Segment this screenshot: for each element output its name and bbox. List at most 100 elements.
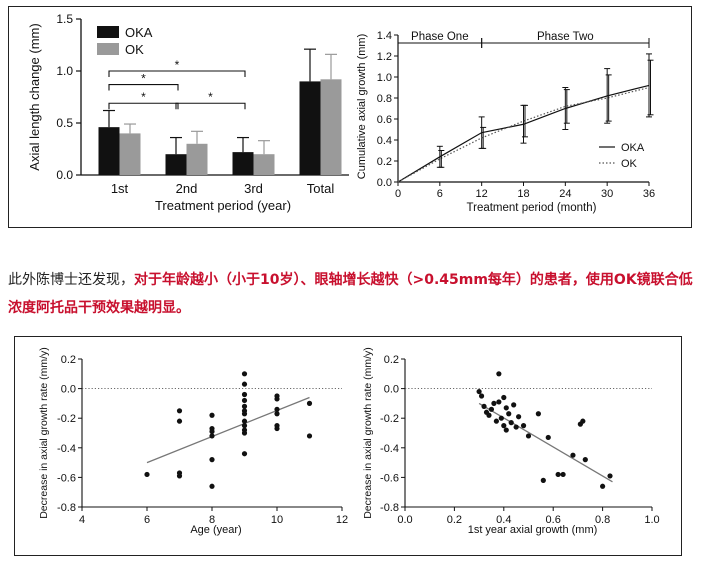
age-scatter-point <box>176 408 183 414</box>
age-scatter-point <box>209 457 215 463</box>
age-scatter-y-tick-label: -0.6 <box>57 472 76 484</box>
line-y-tick-label: 0.8 <box>377 93 392 105</box>
finding-paragraph: 此外陈博士还发现，对于年龄越小（小于10岁）、眼轴增长越快（>0.45mm每年）… <box>8 266 696 322</box>
age-scatter-y-tick-label: 0.0 <box>61 384 76 396</box>
growth-scatter-y-tick-label: -0.2 <box>380 413 399 425</box>
growth-scatter-point <box>476 388 482 395</box>
bar-ok <box>320 79 342 175</box>
growth-scatter-point <box>478 393 485 399</box>
growth-scatter-trend-line <box>478 402 613 483</box>
growth-scatter-point <box>520 423 527 429</box>
line-x-tick-label: 12 <box>476 188 488 200</box>
bar-y-tick-label: 1.0 <box>56 64 73 78</box>
growth-scatter-point <box>503 427 509 433</box>
age-scatter-point <box>306 433 313 439</box>
growth-scatter-point <box>570 452 576 458</box>
age-scatter-point <box>241 430 248 436</box>
age-scatter-point <box>209 433 215 439</box>
paragraph-highlight-text: 对于年龄越小（小于10岁）、眼轴增长越快（>0.45mm每年）的患者，使用OK镜… <box>8 272 693 316</box>
growth-scatter-point <box>513 424 519 430</box>
significance-bracket: * <box>108 72 179 91</box>
age-scatter-point <box>209 483 215 489</box>
line-x-tick-label: 0 <box>395 188 401 200</box>
phase-label: Phase One <box>411 31 469 43</box>
age-scatter-point <box>241 397 248 404</box>
growth-scatter-point <box>607 473 613 479</box>
line-y-tick-label: 0.2 <box>377 156 392 168</box>
growth-scatter-point <box>560 471 566 478</box>
growth-scatter-point <box>498 415 504 421</box>
growth-scatter-point <box>535 411 541 417</box>
line-x-tick-label: 24 <box>559 188 571 200</box>
growth-scatter-y-tick-label: -0.4 <box>380 443 399 455</box>
bar-legend-swatch-oka <box>97 26 119 38</box>
age-scatter-point <box>241 381 248 387</box>
growth-scatter-point <box>496 399 502 405</box>
bar-x-tick-label: 3rd <box>244 181 263 196</box>
growth-scatter-point <box>555 471 561 478</box>
age-scatter-y-tick-label: -0.8 <box>57 502 76 514</box>
significance-star: * <box>175 58 180 72</box>
bar-ok <box>186 143 208 175</box>
age-scatter-point <box>306 400 313 406</box>
growth-scatter-point <box>481 403 487 409</box>
significance-bracket: * <box>108 58 246 77</box>
top-figure-svg: 0.0 0.5 1.0 1.5 Axial length change (mm) Trea… <box>27 12 655 214</box>
growth-scatter-y-tick-label: 0.0 <box>384 384 399 396</box>
bottom-figure-panel: -0.8 -0.6 -0.4 -0.2 0.0 0.2 4 6 8 10 12 Decrease in… <box>14 336 682 556</box>
growth-scatter-y-tick-label: -0.6 <box>380 472 399 484</box>
bar-legend-label-oka: OKA <box>125 25 153 40</box>
age-scatter-trend-line <box>146 396 310 464</box>
line-y-tick-label: 1.4 <box>377 30 392 42</box>
age-scatter-x-tick-label: 4 <box>79 514 85 526</box>
top-figure-panel: 0.0 0.5 1.0 1.5 Axial length change (mm) Trea… <box>8 6 692 228</box>
age-scatter-x-tick-label: 6 <box>144 514 150 526</box>
growth-scatter-x-tick-label: 0.8 <box>595 514 610 526</box>
age-scatter-point <box>274 425 280 432</box>
growth-scatter-point <box>580 418 586 424</box>
bar-y-tick-label: 0.0 <box>56 168 73 182</box>
growth-scatter-point <box>488 406 495 412</box>
age-scatter-point <box>241 403 248 409</box>
bar-y-tick-label: 1.5 <box>56 12 73 26</box>
line-y-tick-label: 0.0 <box>377 177 392 189</box>
significance-star: * <box>208 90 213 104</box>
age-scatter-y-tick-label: -0.4 <box>57 443 76 455</box>
significance-bracket: * <box>175 90 246 110</box>
line-x-tick-label: 18 <box>517 188 529 200</box>
line-y-tick-label: 0.6 <box>377 114 392 126</box>
line-x-tick-label: 30 <box>601 188 613 200</box>
bar-x-tick-label: Total <box>307 181 335 196</box>
age-scatter-point <box>209 412 215 418</box>
growth-scatter-point <box>508 420 514 426</box>
significance-bracket-line <box>108 83 179 91</box>
bar-y-tick-label: 0.5 <box>56 116 73 130</box>
growth-scatter-point <box>501 423 507 429</box>
growth-scatter-point <box>600 483 606 489</box>
significance-bracket-line <box>175 102 246 110</box>
bar-legend-label-ok: OK <box>125 42 144 57</box>
age-scatter-y-tick-label: -0.2 <box>57 413 76 425</box>
line-y-tick-label: 1.2 <box>377 51 392 63</box>
age-scatter-point <box>241 423 248 429</box>
line-x-tick-label: 6 <box>437 188 443 200</box>
line-y-axis-label: Cumulative axial growth (mm) <box>356 34 368 179</box>
growth-scatter-point <box>540 477 546 483</box>
significance-bracket-line <box>108 102 179 110</box>
paragraph-plain-text: 此外陈博士还发现， <box>8 272 134 288</box>
growth-scatter-x-tick-label: 1.0 <box>644 514 659 526</box>
age-scatter-x-tick-label: 8 <box>209 514 215 526</box>
line-y-tick-label: 1.0 <box>377 72 392 84</box>
age-scatter-point <box>176 418 183 424</box>
growth-scatter-point <box>486 412 492 418</box>
bar-x-tick-label: 2nd <box>176 181 198 196</box>
age-scatter-point <box>209 428 215 435</box>
age-scatter-x-tick-label: 12 <box>336 514 348 526</box>
significance-star: * <box>141 72 146 86</box>
significance-bracket: * <box>108 90 179 110</box>
growth-scatter-point <box>503 405 509 411</box>
age-scatter-point <box>176 473 183 479</box>
bar-ok <box>119 133 141 175</box>
bar-x-axis-label: Treatment period (year) <box>155 198 291 213</box>
growth-scatter-x-axis-label: 1st year axial growth (mm) <box>468 524 598 536</box>
